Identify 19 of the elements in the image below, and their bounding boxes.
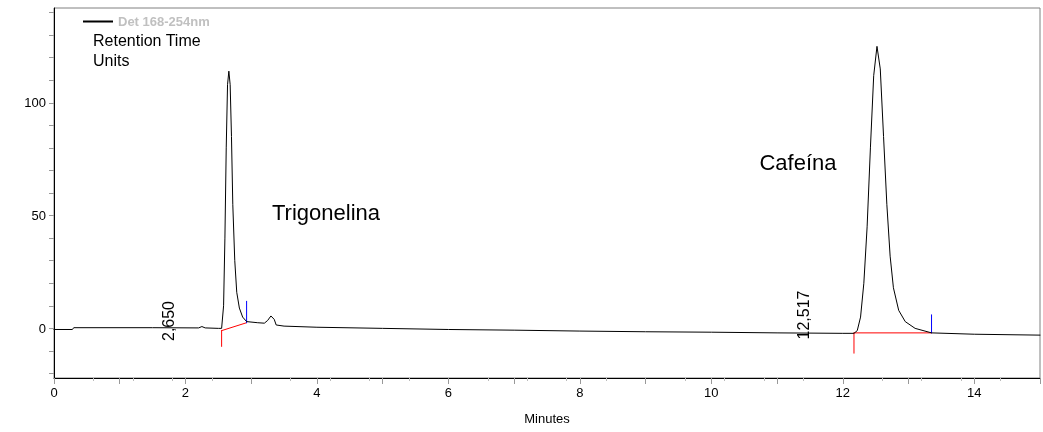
legend-label: Det 168-254nm	[118, 14, 210, 29]
annotation: Retention Time	[93, 31, 201, 49]
x-tick-label: 0	[50, 385, 58, 400]
x-tick-label: 2	[181, 385, 190, 400]
annotation: Trigonelina	[271, 199, 381, 225]
annotation: 12,517	[794, 290, 812, 340]
annotation: Cafeína	[759, 149, 838, 175]
x-tick-label: 10	[704, 385, 719, 400]
y-tick-label: 50	[31, 208, 46, 224]
x-axis-title: Minutes	[524, 411, 571, 426]
x-tick-label: 6	[444, 385, 453, 400]
y-tick-label: 0	[38, 320, 46, 336]
annotation: 2,650	[159, 300, 177, 342]
x-tick-label: 12	[835, 385, 851, 400]
x-tick-label: 14	[967, 385, 982, 400]
y-tick-label: 100	[24, 95, 46, 111]
x-tick-label: 4	[313, 385, 321, 400]
annotation: Units	[93, 51, 130, 69]
x-tick-label: 8	[576, 385, 584, 400]
